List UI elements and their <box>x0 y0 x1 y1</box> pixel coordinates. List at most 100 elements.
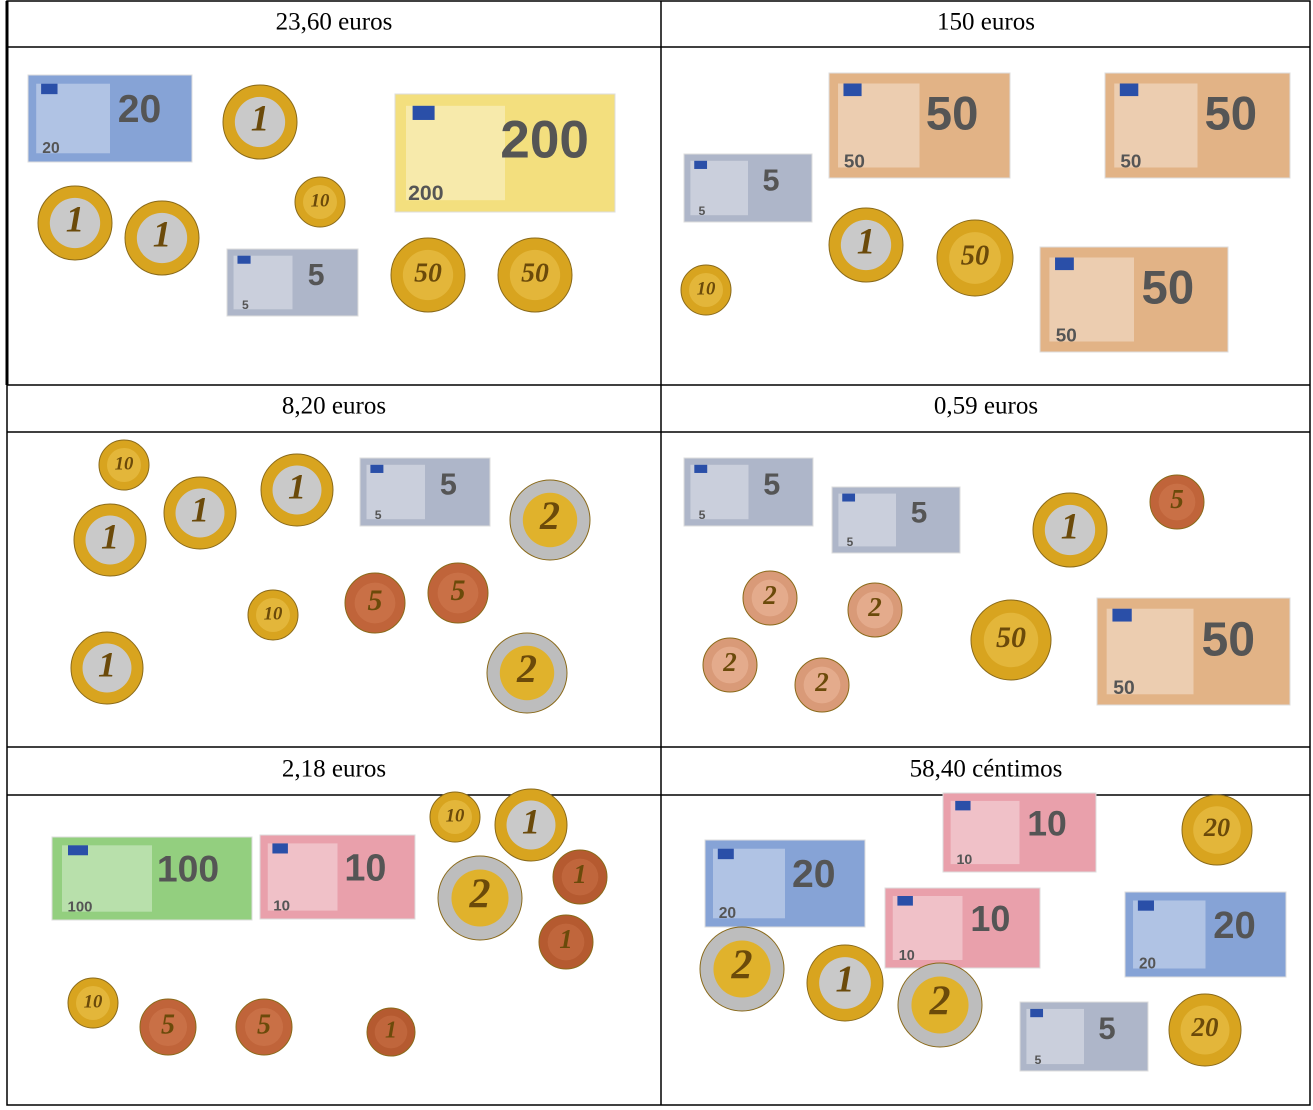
note-value: 5 <box>1098 1011 1115 1046</box>
note-value-small: 20 <box>42 140 60 157</box>
note-flag <box>1138 901 1154 911</box>
coin: 10 <box>68 978 118 1028</box>
cell-title: 58,40 céntimos <box>910 756 1063 783</box>
coin-value: 1 <box>857 221 876 262</box>
cell-title: 150 euros <box>937 9 1035 36</box>
note-flag <box>843 84 861 97</box>
note-value-small: 5 <box>375 508 382 522</box>
coin-value: 20 <box>1191 1012 1220 1042</box>
coin: 1 <box>38 186 112 260</box>
coin: 10 <box>295 177 345 227</box>
coin-value: 50 <box>521 257 549 288</box>
note-flag <box>68 845 88 855</box>
coin: 1 <box>1033 493 1107 567</box>
note-value: 5 <box>911 497 928 530</box>
note-value-small: 50 <box>844 151 865 172</box>
coin-value: 1 <box>66 199 85 240</box>
note-value-small: 10 <box>899 948 915 964</box>
note-value: 10 <box>1027 804 1067 844</box>
coin-value: 5 <box>451 574 466 607</box>
coin: 50 <box>391 238 465 312</box>
coin-value: 2 <box>867 592 882 622</box>
note-flag <box>897 896 913 906</box>
coin: 1 <box>125 201 199 275</box>
coin-value: 1 <box>153 214 172 255</box>
banknote: 200 200 <box>395 94 615 212</box>
banknote: 10 10 <box>260 835 415 919</box>
note-flag <box>694 161 707 169</box>
coin: 1 <box>71 632 143 704</box>
coin: 10 <box>99 440 149 490</box>
note-value-small: 50 <box>1113 678 1134 699</box>
worksheet: 23,60 euros202012002001011555050150 euro… <box>0 0 1313 1110</box>
coin: 5 <box>1150 475 1204 529</box>
coin: 2 <box>898 963 982 1047</box>
coin-value: 10 <box>697 278 716 299</box>
coin: 1 <box>829 208 903 282</box>
coin-value: 5 <box>1170 484 1184 514</box>
banknote: 55 <box>1020 1002 1148 1071</box>
note-value: 200 <box>500 111 589 170</box>
coin: 20 <box>1182 795 1252 865</box>
coin: 5 <box>345 573 405 633</box>
note-flag <box>694 465 707 473</box>
note-value: 5 <box>440 468 457 502</box>
coin-value: 2 <box>731 943 753 989</box>
coin: 2 <box>743 571 797 625</box>
coin: 1 <box>807 945 883 1021</box>
coin: 5 <box>140 999 196 1055</box>
cell-title: 8,20 euros <box>282 393 386 420</box>
banknote: 55 <box>227 249 358 316</box>
coin: 2 <box>510 480 590 560</box>
note-value-small: 20 <box>719 905 737 922</box>
coin: 10 <box>430 792 480 842</box>
coin-value: 50 <box>414 257 442 288</box>
note-value-small: 5 <box>699 508 706 522</box>
coin: 50 <box>498 238 572 312</box>
coin-value: 10 <box>115 453 134 474</box>
note-value: 50 <box>1201 613 1255 667</box>
coin: 5 <box>428 563 488 623</box>
note-flag <box>1055 258 1074 271</box>
note-flag <box>370 465 383 473</box>
cell: 58,40 céntimos1010202020101020202125520 <box>700 756 1286 1071</box>
coin-value: 10 <box>311 190 330 211</box>
coin-value: 1 <box>251 98 270 139</box>
note-flag <box>842 494 855 502</box>
note-value-small: 200 <box>408 181 443 205</box>
note-value-small: 5 <box>699 204 706 218</box>
coin-value: 2 <box>722 647 737 677</box>
note-value: 10 <box>970 898 1010 939</box>
note-value-small: 5 <box>1034 1053 1041 1067</box>
coin-value: 10 <box>446 805 465 826</box>
note-value-small: 10 <box>273 897 290 914</box>
note-value: 20 <box>118 88 162 131</box>
note-flag <box>1112 609 1131 622</box>
coin: 2 <box>795 658 849 712</box>
coin: 10 <box>248 590 298 640</box>
note-flag <box>413 106 435 120</box>
note-flag <box>41 84 57 94</box>
note-value-small: 50 <box>1120 151 1141 172</box>
coin: 1 <box>553 850 607 904</box>
coin-value: 1 <box>522 801 540 841</box>
coin-value: 10 <box>84 991 103 1012</box>
coin-value: 5 <box>161 1009 175 1040</box>
note-value: 50 <box>926 88 979 141</box>
banknote: 55 <box>684 154 812 222</box>
coin-value: 2 <box>469 872 491 918</box>
note-flag <box>237 256 250 264</box>
note-value: 5 <box>763 164 780 198</box>
coin: 2 <box>703 638 757 692</box>
coin-value: 2 <box>539 493 560 538</box>
coin-value: 5 <box>368 584 383 617</box>
coin-value: 1 <box>1061 506 1080 547</box>
coin-value: 20 <box>1203 813 1230 842</box>
note-value: 10 <box>344 847 386 889</box>
